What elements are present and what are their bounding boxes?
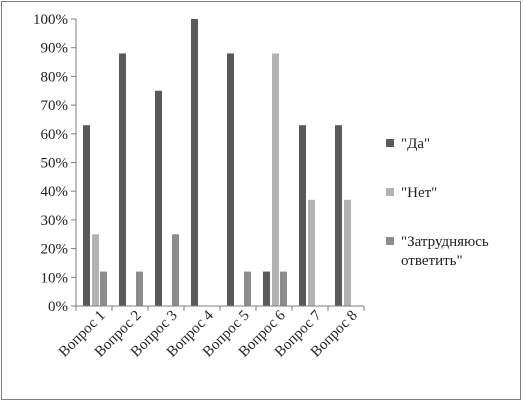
y-tick-label: 50% (41, 156, 69, 172)
bar (335, 125, 342, 306)
legend-swatch (386, 188, 394, 196)
bar (344, 199, 351, 306)
bar (155, 90, 162, 306)
bar (227, 53, 234, 306)
y-tick-label: 20% (41, 242, 69, 258)
bar (244, 271, 251, 306)
legend-label: ответить" (401, 253, 463, 269)
legend-label: "Да" (401, 136, 430, 152)
legend-swatch (386, 139, 394, 147)
y-tick-label: 90% (41, 41, 69, 57)
bar (263, 271, 270, 306)
bar (308, 199, 315, 306)
bar (191, 19, 198, 306)
y-tick-label: 10% (41, 270, 69, 286)
bar (272, 53, 279, 306)
bar (100, 271, 107, 306)
y-tick-label: 0% (48, 299, 68, 315)
legend-label: "Нет" (401, 185, 437, 201)
legend-swatch (386, 237, 394, 245)
bar (299, 125, 306, 306)
bar (280, 271, 287, 306)
y-tick-label: 30% (41, 213, 69, 229)
y-tick-label: 80% (41, 69, 69, 85)
bar (92, 234, 99, 306)
y-tick-label: 40% (41, 184, 69, 200)
bar (83, 125, 90, 306)
y-axis: 0% 10% 20% 30% 40% 50% 60% 70% 80% 90% 100% (33, 12, 77, 315)
bar (172, 234, 179, 306)
y-tick-label: 60% (41, 127, 69, 143)
bars (83, 19, 351, 306)
bar (136, 271, 143, 306)
legend-label: "Затрудняюсь (401, 234, 489, 250)
y-tick-label: 100% (33, 12, 68, 28)
y-tick-label: 70% (41, 98, 69, 114)
bar (119, 53, 126, 306)
legend: "Да" "Нет" "Затрудняюсь ответить" (386, 136, 489, 269)
